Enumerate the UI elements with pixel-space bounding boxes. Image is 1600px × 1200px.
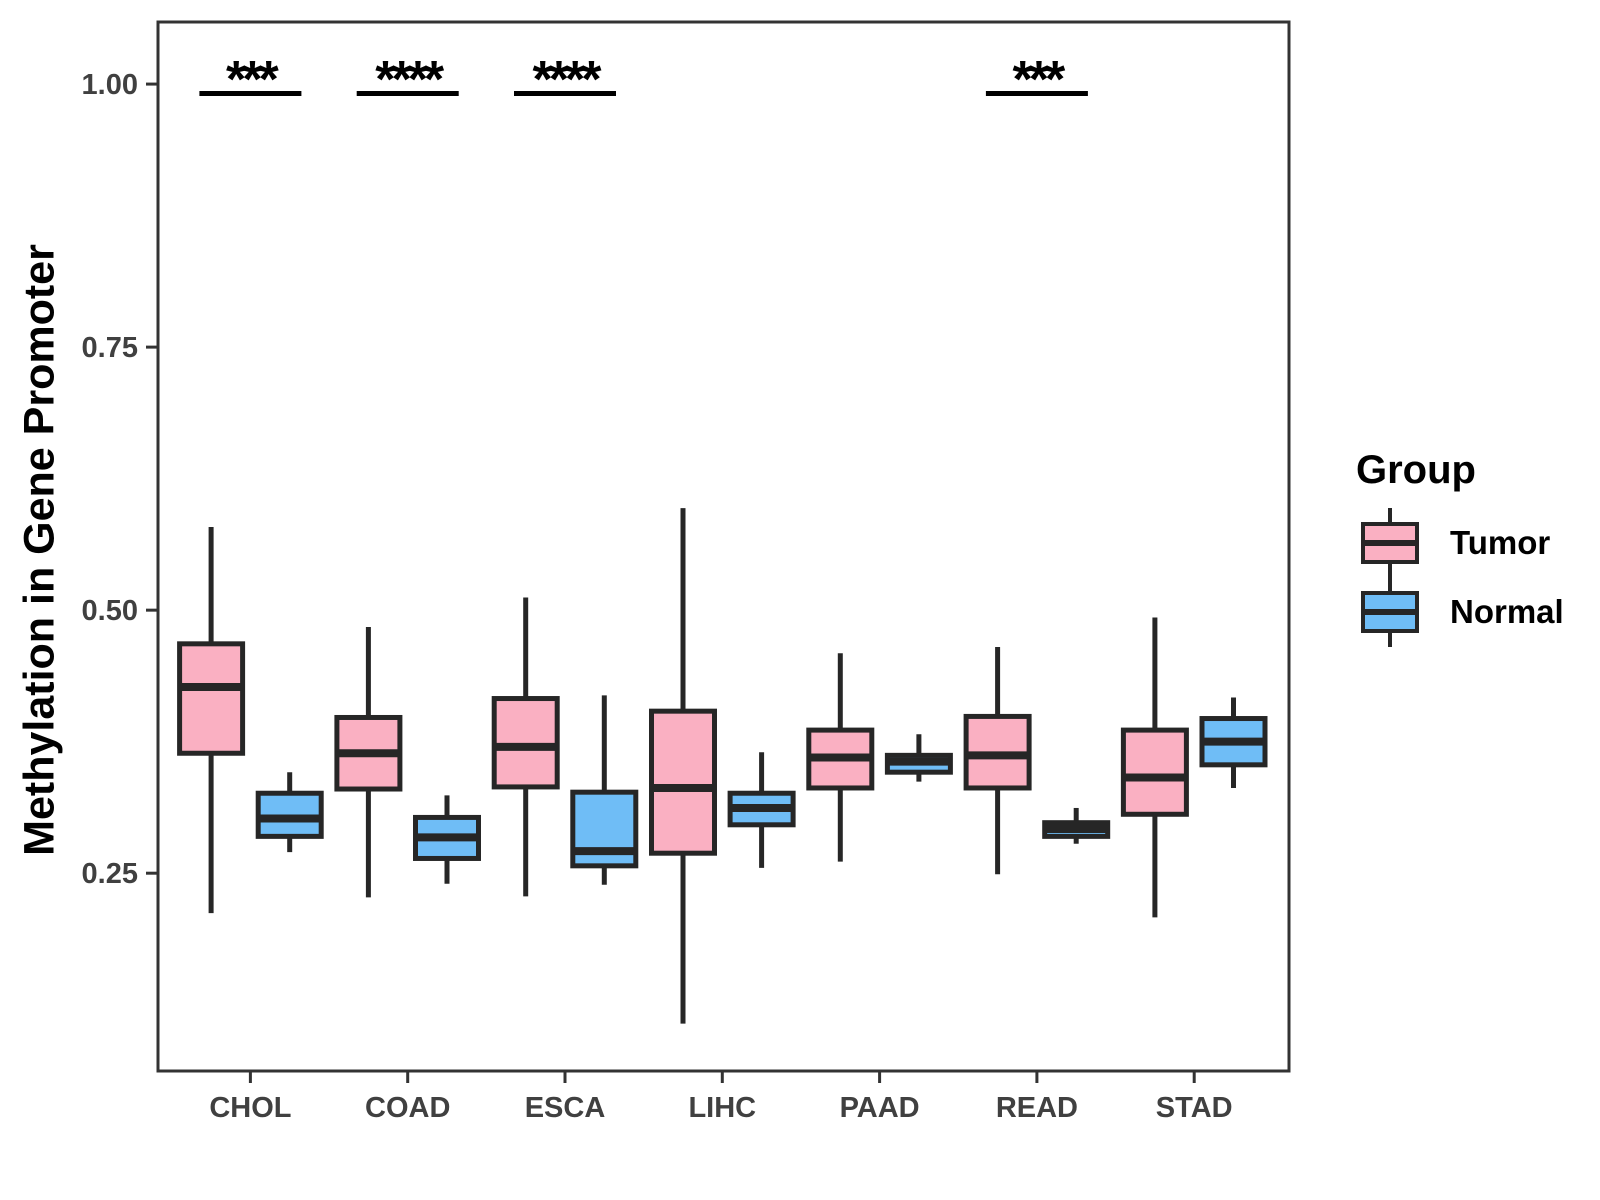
y-tick-label: 0.75: [82, 332, 138, 364]
boxplot-key-tumor-icon: [1361, 508, 1419, 578]
x-tick-label-chol: CHOL: [209, 1092, 291, 1124]
significance-stars-read: ***: [1013, 51, 1066, 109]
box-tumor-stad: [1120, 727, 1189, 817]
y-tick-label: 0.50: [82, 595, 138, 627]
significance-stars-chol: ***: [226, 51, 279, 109]
y-tick-label: 1.00: [82, 69, 138, 101]
legend-title: Group: [1356, 448, 1476, 492]
significance-bar-esca: [514, 91, 616, 96]
x-tick-label-coad: COAD: [365, 1092, 450, 1124]
x-tick-label-read: READ: [996, 1092, 1078, 1124]
significance-stars-coad: ****: [375, 51, 445, 109]
significance-stars-esca: ****: [533, 51, 603, 109]
legend-label-normal: Normal: [1450, 593, 1564, 630]
boxplot-key-normal-icon: [1361, 577, 1419, 647]
x-tick-label-stad: STAD: [1156, 1092, 1233, 1124]
panel-border: [156, 20, 1291, 1073]
x-tick-label-paad: PAAD: [840, 1092, 920, 1124]
y-tick-label: 0.25: [82, 858, 138, 890]
legend-item-normal: Normal: [1358, 573, 1564, 651]
x-tick-label-esca: ESCA: [525, 1092, 606, 1124]
significance-bar-read: [985, 91, 1088, 96]
legend-label-tumor: Tumor: [1450, 524, 1551, 561]
x-tick-label-lihc: LIHC: [688, 1092, 756, 1124]
box-tumor-esca: [491, 696, 560, 790]
box-tumor-chol: [177, 641, 246, 756]
legend-item-tumor: Tumor: [1358, 504, 1550, 582]
significance-bar-chol: [199, 91, 302, 96]
significance-bar-coad: [356, 91, 459, 96]
y-axis-title: Methylation in Gene Promoter: [15, 244, 64, 856]
box-tumor-lihc: [649, 708, 717, 856]
